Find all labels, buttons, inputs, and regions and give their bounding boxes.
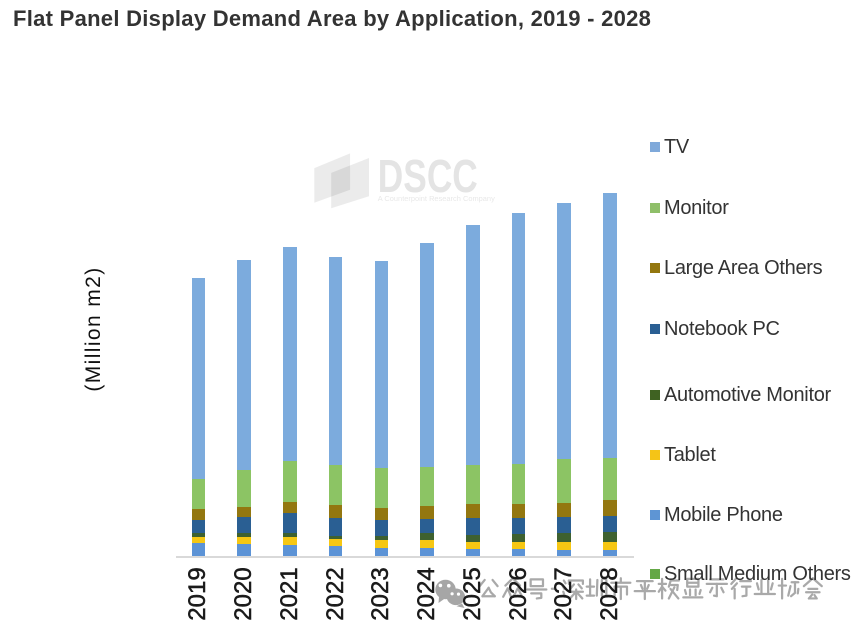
svg-text:DSCC: DSCC bbox=[378, 150, 478, 202]
svg-text:A Counterpoint Research Compan: A Counterpoint Research Company bbox=[378, 196, 496, 203]
